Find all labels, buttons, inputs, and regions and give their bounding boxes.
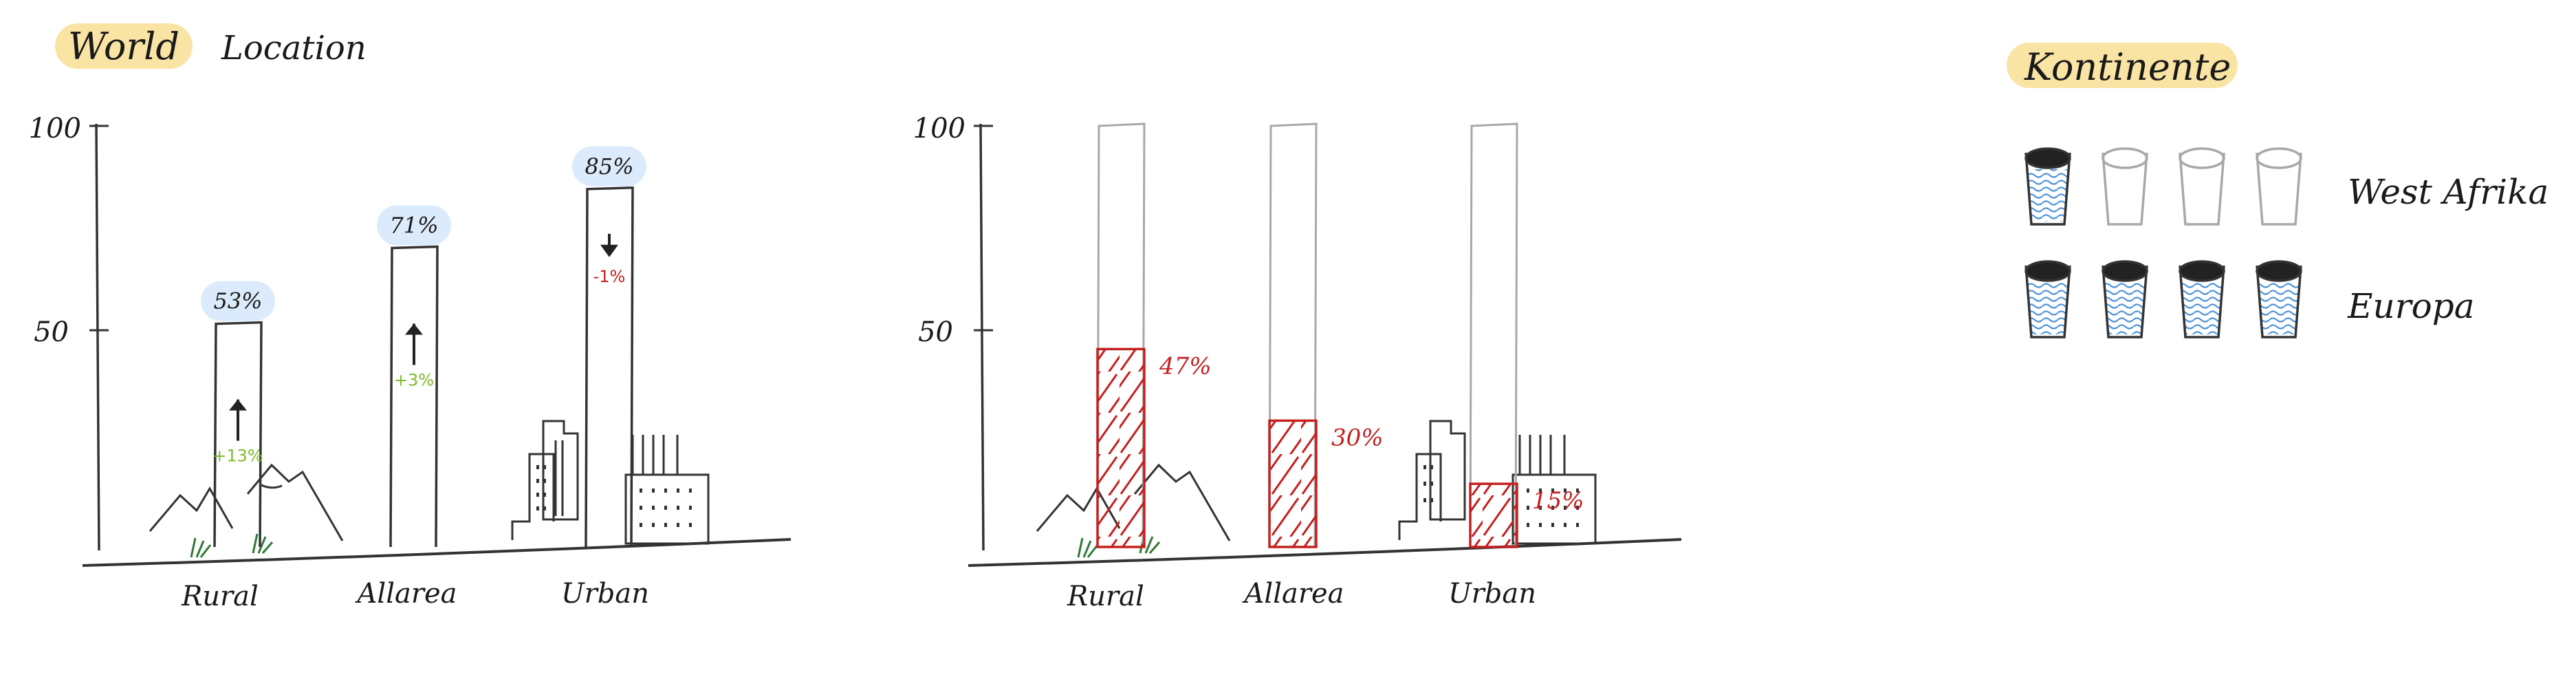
glass-icon-europa-1-rim bbox=[2024, 260, 2071, 282]
arrow-down-head-icon-urban bbox=[600, 244, 618, 257]
y-axis bbox=[95, 123, 100, 551]
value-label-urban: 85% bbox=[585, 153, 633, 180]
x-label-rural: Rural bbox=[181, 581, 259, 612]
x-label-allarea: Allarea bbox=[355, 578, 457, 610]
tab-world-highlight bbox=[55, 23, 193, 69]
glass-icon-europa-2-rim bbox=[2102, 260, 2148, 282]
bar-rural bbox=[213, 321, 263, 548]
mountains-icon bbox=[149, 463, 344, 541]
bar-fill-allarea bbox=[1268, 419, 1318, 548]
glass-icon-west-afrika-1-rim bbox=[2024, 147, 2071, 169]
glass-icon-west-afrika-2 bbox=[2102, 152, 2148, 226]
y-tick-label-100: 100 bbox=[29, 113, 81, 144]
bars-right: 47% 30% 15% bbox=[1096, 122, 1584, 548]
tab-location[interactable]: Location bbox=[221, 29, 367, 67]
y-tick-label-50: 50 bbox=[918, 316, 953, 348]
building-windows bbox=[536, 465, 692, 527]
glass-icon-west-afrika-4-rim bbox=[2256, 147, 2302, 169]
glass-icon-europa-3-water bbox=[2182, 282, 2222, 334]
bar-outline-urban bbox=[1469, 122, 1518, 548]
bar-outline-rural bbox=[1096, 122, 1146, 548]
glass-icon-west-afrika-2-rim bbox=[2102, 147, 2148, 169]
legend-rows bbox=[2024, 147, 2302, 338]
legend: Kontinente West Afrika Europa bbox=[2007, 43, 2548, 338]
grass-icon bbox=[190, 533, 274, 558]
glass-icon-europa-1 bbox=[2024, 265, 2071, 338]
change-label-rural: +13% bbox=[212, 447, 263, 466]
bars-left: 53% +13% 71% +3% 85% -1% bbox=[201, 146, 646, 548]
y-tick-label-100: 100 bbox=[913, 113, 965, 144]
tab-bar: World Location bbox=[55, 23, 367, 69]
y-axis bbox=[979, 123, 985, 551]
value-label-urban: 15% bbox=[1532, 487, 1584, 515]
bar-outline-allarea bbox=[1268, 122, 1318, 548]
x-label-rural: Rural bbox=[1067, 581, 1144, 612]
value-label-rural: 47% bbox=[1159, 352, 1212, 380]
glass-icon-europa-3 bbox=[2179, 265, 2225, 338]
glass-icon-europa-4-water bbox=[2259, 282, 2299, 334]
value-label-rural: 53% bbox=[213, 288, 262, 314]
legend-label-west-afrika: West Afrika bbox=[2348, 172, 2548, 212]
tab-world[interactable]: World bbox=[68, 25, 179, 68]
value-label-allarea: 30% bbox=[1331, 424, 1384, 451]
glass-icon-west-afrika-3-rim bbox=[2179, 147, 2225, 169]
glass-icon-europa-4 bbox=[2256, 265, 2302, 338]
bar-fill-urban bbox=[1469, 482, 1518, 548]
glass-icon-europa-1-water bbox=[2028, 282, 2068, 334]
arrow-up-head-icon-rural bbox=[229, 399, 247, 411]
legend-title-highlight bbox=[2007, 43, 2238, 88]
value-bubble-allarea bbox=[377, 205, 451, 246]
legend-label-europa: Europa bbox=[2347, 286, 2475, 326]
x-label-urban: Urban bbox=[561, 578, 649, 610]
x-label-urban: Urban bbox=[1448, 578, 1536, 610]
change-label-allarea: +3% bbox=[394, 370, 434, 389]
y-tick-label-50: 50 bbox=[34, 316, 69, 348]
glass-icon-west-afrika-4 bbox=[2256, 152, 2302, 226]
change-label-urban: -1% bbox=[593, 267, 626, 286]
bar-allarea bbox=[389, 245, 439, 548]
glass-icon-europa-2 bbox=[2102, 265, 2148, 338]
value-bubble-rural bbox=[201, 281, 275, 321]
buildings-icon bbox=[1398, 420, 1597, 545]
glass-icon-europa-2-water bbox=[2105, 282, 2145, 334]
bar-fill-rural bbox=[1096, 347, 1146, 548]
arrow-up-head-icon-allarea bbox=[405, 323, 423, 335]
bar-urban bbox=[585, 186, 634, 548]
value-bubble-urban bbox=[572, 146, 646, 186]
glass-icon-west-afrika-1 bbox=[2024, 152, 2071, 226]
x-label-allarea: Allarea bbox=[1242, 578, 1344, 610]
building-windows bbox=[1423, 465, 1579, 527]
value-label-allarea: 71% bbox=[389, 212, 438, 238]
chart-left: 100 50 bbox=[29, 113, 792, 612]
glass-icon-west-afrika-3 bbox=[2179, 152, 2225, 226]
chart-right: 100 50 47% 30% 15% Rural Allarea bbox=[913, 113, 1682, 612]
glass-icon-west-afrika-1-water bbox=[2028, 169, 2068, 222]
glass-icon-europa-3-rim bbox=[2179, 260, 2225, 282]
glass-icon-europa-4-rim bbox=[2256, 260, 2302, 282]
legend-title: Kontinente bbox=[2024, 45, 2231, 89]
